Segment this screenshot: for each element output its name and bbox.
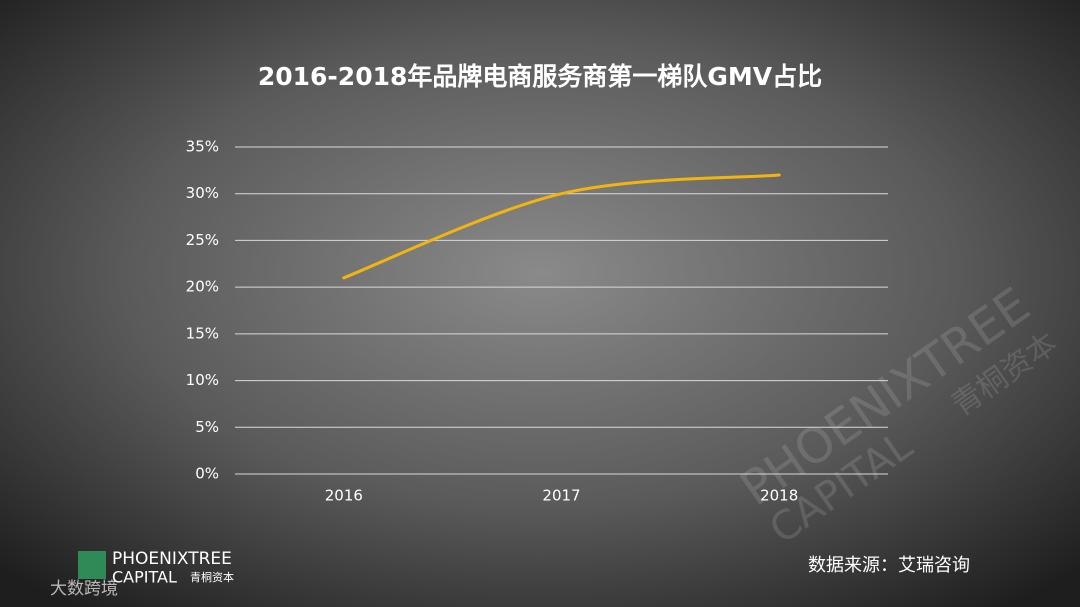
y-tick-label: 15% (186, 324, 219, 342)
logo-icon (78, 551, 106, 579)
y-tick-label: 0% (195, 465, 219, 483)
y-tick-label: 20% (186, 278, 219, 296)
y-tick-label: 35% (186, 138, 219, 156)
plot: 0% 5% 10% 15% 20% 25% 30% 35% 2016 2017 2018 (186, 138, 888, 505)
y-tick-label: 10% (186, 371, 219, 389)
y-tick-label: 5% (195, 418, 219, 436)
x-tick-label: 2017 (542, 487, 580, 505)
x-tick-label: 2016 (325, 487, 363, 505)
logo-name: PHOENIXTREE (112, 549, 232, 569)
chart-title: 2016-2018年品牌电商服务商第一梯队GMV占比 (258, 62, 822, 91)
logo-cn: 青桐资本 (190, 570, 234, 584)
logo-sub: CAPITAL (112, 568, 177, 587)
y-tick-label: 25% (186, 231, 219, 249)
x-tick-label: 2018 (760, 487, 798, 505)
source: 数据来源：艾瑞咨询 (808, 555, 970, 576)
watermark-text: 大数跨境 (50, 579, 118, 599)
y-tick-label: 30% (186, 184, 219, 202)
line (342, 173, 781, 280)
